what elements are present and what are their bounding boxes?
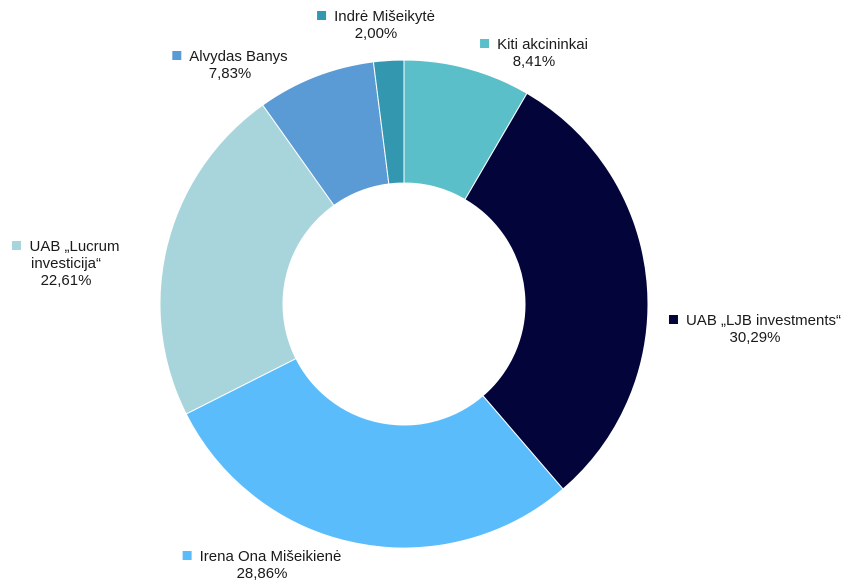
data-label: Kiti akcininkai 8,41% (480, 36, 588, 70)
value-label: 8,41% (512, 53, 556, 70)
data-label: UAB „LJB investments“ 30,29% (668, 312, 842, 346)
value-label: 30,29% (729, 329, 781, 346)
category-name: Kiti akcininkai (497, 36, 588, 53)
data-label: UAB „Lucrum investicija“ 22,61% (6, 238, 126, 289)
legend-marker (317, 11, 327, 20)
donut-slice (372, 59, 405, 185)
value-label: 7,83% (208, 65, 252, 82)
legend-marker (12, 241, 22, 250)
donut-slice (185, 357, 564, 549)
category-name: Irena Ona Mišeikienė (199, 548, 342, 565)
value-label: 22,61% (40, 272, 92, 289)
legend-marker (480, 39, 490, 48)
category-name: Alvydas Banys (189, 48, 288, 65)
legend-marker (182, 551, 192, 560)
category-name: Indrė Mišeikytė (334, 8, 435, 25)
category-name: UAB „Lucrum investicija“ (29, 238, 120, 272)
value-label: 2,00% (354, 25, 398, 42)
data-label: Irena Ona Mišeikienė 28,86% (182, 548, 342, 582)
data-label: Alvydas Banys 7,83% (172, 48, 288, 82)
donut-slice (464, 92, 649, 490)
data-label: Indrė Mišeikytė 2,00% (317, 8, 435, 42)
donut-slice (159, 104, 335, 415)
legend-marker (172, 51, 182, 60)
category-name: UAB „LJB investments“ (685, 312, 842, 329)
value-label: 28,86% (236, 565, 288, 582)
legend-marker (668, 315, 678, 324)
